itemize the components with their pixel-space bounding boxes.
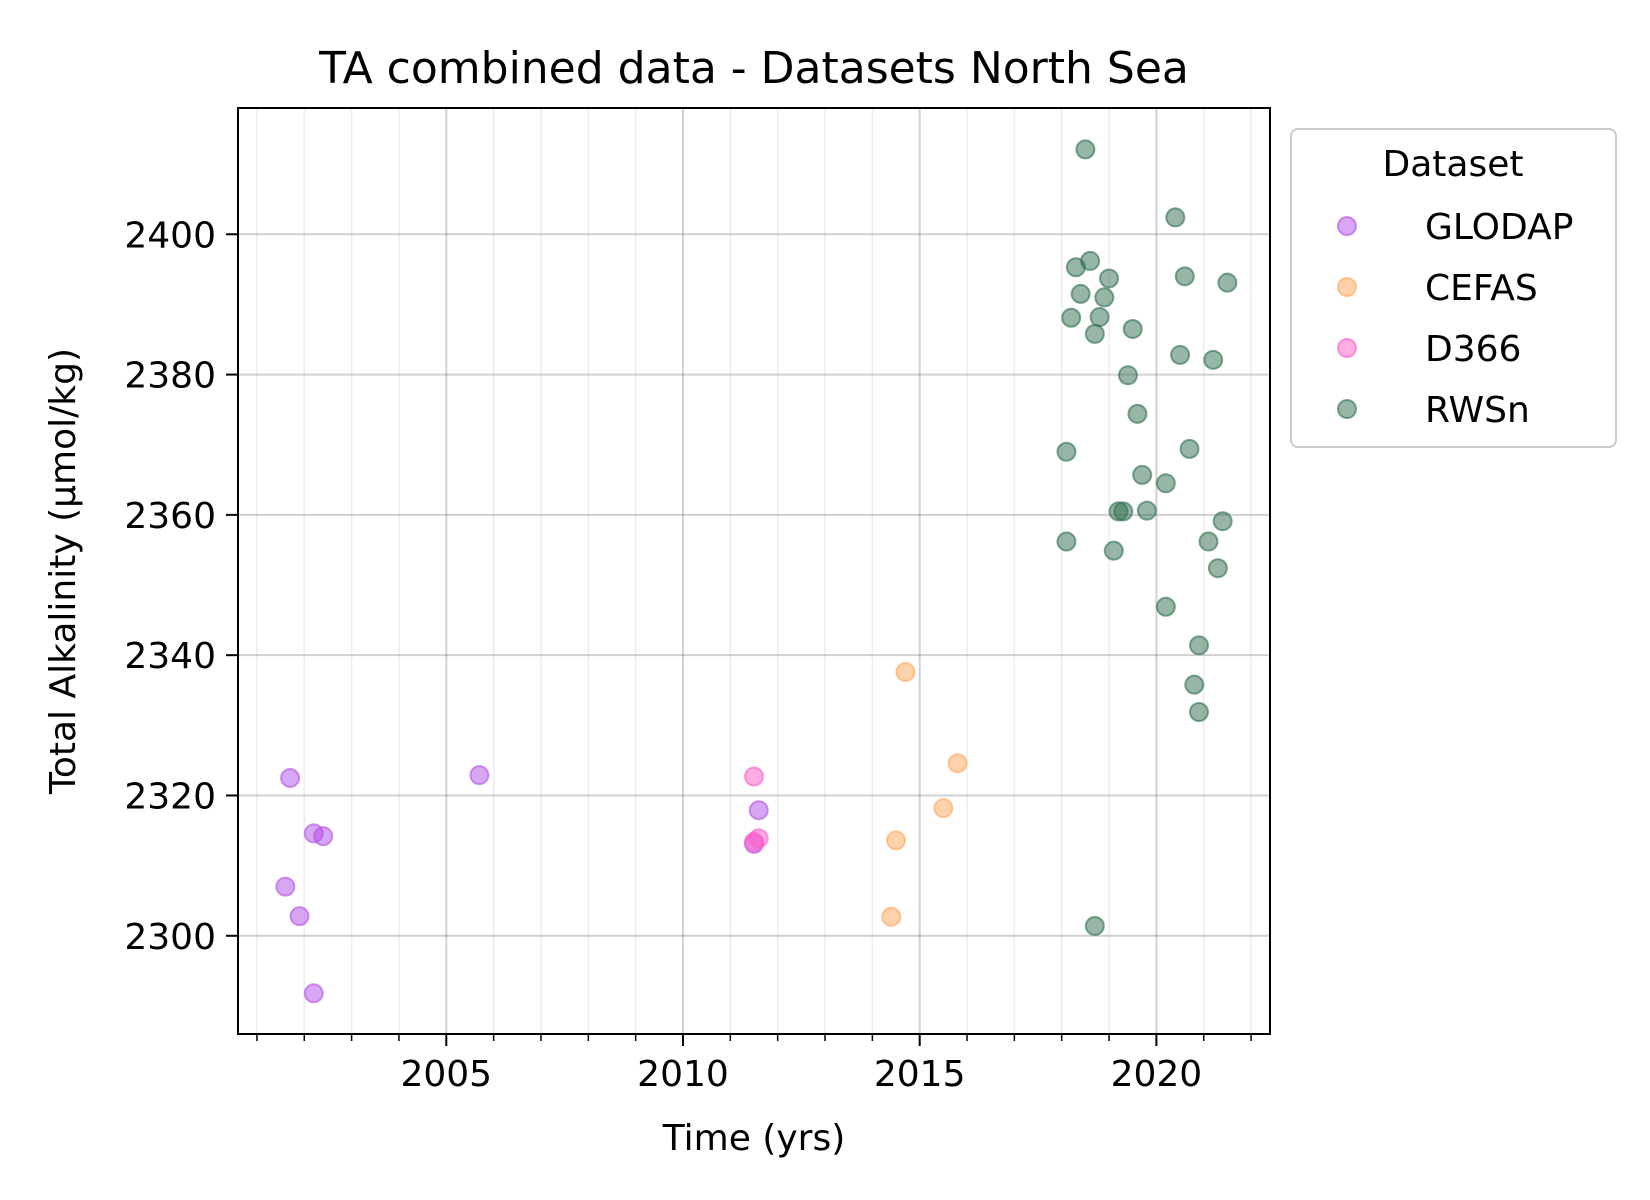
data-point [1103, 540, 1124, 561]
y-tick-label: 2360 [124, 496, 216, 537]
data-point [1155, 596, 1176, 617]
data-point [1084, 323, 1105, 344]
data-point [1217, 272, 1238, 293]
data-point [1094, 287, 1115, 308]
x-tick-label: 2020 [1111, 1054, 1203, 1095]
y-tick-label: 2340 [124, 636, 216, 677]
data-point [1089, 307, 1110, 328]
data-point [748, 800, 769, 821]
x-axis-label: Time (yrs) [662, 1118, 846, 1159]
legend-frame [1290, 128, 1617, 448]
data-point [1080, 250, 1101, 271]
data-point [1174, 266, 1195, 287]
data-point [1084, 915, 1105, 936]
data-point [289, 906, 310, 927]
series-d366 [744, 766, 769, 852]
data-point [1179, 438, 1200, 459]
data-point [280, 767, 301, 788]
legend-marker [1337, 399, 1357, 419]
data-point [313, 826, 334, 847]
data-point [1136, 500, 1157, 521]
data-point [275, 876, 296, 897]
legend-marker [1337, 277, 1357, 297]
legend-label: CEFAS [1425, 268, 1538, 309]
data-point [1132, 464, 1153, 485]
y-axis-label: Total Alkalinity (µmol/kg) [43, 348, 84, 795]
data-point [1184, 674, 1205, 695]
legend-label: RWSn [1425, 390, 1530, 431]
legend-marker [1337, 338, 1357, 358]
data-point [1212, 511, 1233, 532]
data-point [1203, 349, 1224, 370]
legend-title: Dataset [1383, 144, 1524, 185]
series-cefas [881, 662, 968, 927]
chart-title: TA combined data - Datasets North Sea [318, 43, 1189, 94]
legend: Dataset GLODAP CEFAS D366 RWSn [1290, 128, 1617, 448]
scatter-points [275, 139, 1238, 1004]
data-point [744, 766, 764, 787]
data-point [1056, 531, 1077, 552]
data-point [1113, 501, 1134, 522]
data-point [744, 831, 764, 852]
x-tick-label: 2010 [637, 1054, 729, 1095]
data-point [1099, 268, 1120, 289]
data-point [1207, 558, 1228, 579]
y-tick-label: 2300 [124, 917, 216, 958]
y-tick-label: 2400 [124, 215, 216, 256]
data-point [469, 765, 490, 786]
data-point [1155, 473, 1176, 494]
minor-gridlines [256, 108, 1252, 1034]
data-point [933, 798, 954, 819]
data-point [1061, 307, 1082, 328]
series-rwsn [1056, 139, 1238, 936]
data-point [1122, 318, 1143, 339]
data-point [881, 906, 902, 927]
data-point [895, 662, 916, 683]
data-point [1170, 344, 1191, 365]
data-point [1117, 365, 1138, 386]
data-point [1165, 207, 1186, 228]
legend-label: GLODAP [1425, 207, 1573, 248]
axis-ticks [226, 233, 1252, 1046]
data-point [1198, 531, 1219, 552]
data-point [1070, 283, 1091, 304]
y-tick-label: 2320 [124, 776, 216, 817]
tick-labels: 2005 2010 2015 2020 2300 2320 2340 2360 2380 2400 [124, 215, 1202, 1095]
data-point [1127, 403, 1148, 424]
legend-marker [1337, 216, 1357, 236]
major-gridlines [238, 108, 1270, 1034]
data-point [1188, 635, 1209, 656]
y-tick-label: 2380 [124, 356, 216, 397]
data-point [1075, 139, 1096, 160]
data-point [886, 830, 907, 851]
x-tick-label: 2005 [400, 1054, 492, 1095]
data-point [947, 753, 968, 774]
x-tick-label: 2015 [874, 1054, 966, 1095]
legend-items: GLODAP CEFAS D366 RWSn [1337, 207, 1573, 431]
data-point [1188, 702, 1209, 723]
legend-label: D366 [1425, 329, 1521, 370]
data-point [1056, 441, 1077, 462]
data-point [303, 983, 324, 1004]
plot-frame [237, 107, 1271, 1035]
